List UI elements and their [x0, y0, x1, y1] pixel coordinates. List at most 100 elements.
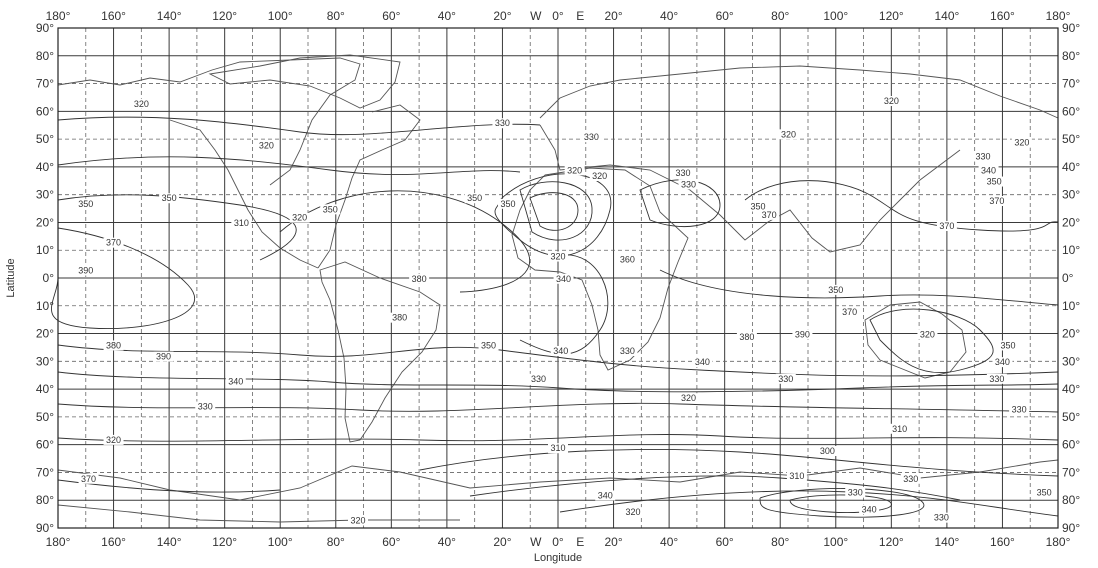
left-tick-label: 50°	[36, 132, 54, 146]
top-tick-label: 120°	[879, 9, 904, 23]
contour-label-background	[595, 490, 616, 501]
contour-label: 330	[1012, 404, 1027, 414]
contour-label: 350	[78, 199, 93, 209]
contour-label: 340	[862, 504, 877, 514]
left-tick-label: 70°	[36, 77, 54, 91]
contour-label: 350	[162, 193, 177, 203]
contour-label: 310	[789, 471, 804, 481]
bottom-tick-label: 80°	[771, 535, 789, 549]
west-hemisphere-label: W	[530, 9, 542, 23]
contour-label: 320	[259, 140, 274, 150]
contour-label-background	[736, 332, 757, 343]
top-tick-label: 140°	[157, 9, 182, 23]
coastline-antarctica-coast-lower	[57, 504, 460, 523]
bottom-tick-label: 140°	[157, 535, 182, 549]
contour-label: 350	[1037, 488, 1052, 498]
contour-label: 340	[553, 346, 568, 356]
top-tick-label: 20°	[493, 9, 511, 23]
top-tick-label: 160°	[990, 9, 1015, 23]
left-tick-label: 30°	[36, 354, 54, 368]
top-tick-label: 160°	[101, 9, 126, 23]
bottom-tick-label: 20°	[493, 535, 511, 549]
contour-label-background	[881, 96, 902, 106]
contour-label: 350	[828, 285, 843, 295]
contour-label-background	[1009, 404, 1030, 415]
left-tick-label: 80°	[36, 493, 54, 507]
left-tick-label: 90°	[36, 521, 54, 535]
contour-label-background	[589, 171, 610, 181]
contour-label: 320	[292, 213, 307, 223]
contour-label-background	[103, 340, 124, 351]
contour-line	[744, 180, 1059, 232]
contour-label-background	[153, 351, 174, 362]
contour-label: 380	[412, 274, 427, 284]
contour-label-background	[778, 129, 799, 140]
contour-line	[529, 192, 579, 231]
contour-label-background	[986, 196, 1007, 206]
contour-label-background	[553, 273, 574, 284]
contour-label: 330	[975, 152, 990, 162]
contour-label: 390	[156, 352, 171, 362]
right-tick-label: 60°	[1062, 438, 1080, 452]
contour-label-background	[103, 434, 124, 445]
contour-label-background	[931, 512, 952, 523]
contour-label: 330	[903, 474, 918, 484]
contour-line	[519, 181, 593, 241]
contour-line	[57, 344, 1059, 377]
coastline-africa	[511, 167, 689, 371]
left-tick-label: 20°	[36, 327, 54, 341]
contour-label: 320	[550, 252, 565, 262]
contour-label: 320	[134, 99, 149, 109]
contour-label-background	[775, 373, 796, 384]
left-tick-label: 20°	[36, 215, 54, 229]
right-tick-label: 50°	[1062, 132, 1080, 146]
contour-label: 350	[987, 177, 1002, 187]
contour-label-background	[748, 201, 768, 212]
top-tick-label: 120°	[212, 9, 237, 23]
left-tick-label: 40°	[36, 382, 54, 396]
contour-label-background	[231, 218, 252, 229]
contour-label-background	[348, 515, 368, 526]
contour-label: 320	[106, 435, 121, 445]
contour-line	[57, 402, 1059, 413]
contour-label-background	[548, 251, 568, 262]
contour-label: 350	[750, 202, 765, 212]
right-tick-label: 20°	[1062, 327, 1080, 341]
contour-label-background	[978, 165, 999, 176]
contour-label: 340	[695, 357, 710, 367]
contour-label: 320	[567, 165, 582, 175]
bottom-tick-label: 180°	[1046, 535, 1071, 549]
map-frame	[57, 27, 1059, 529]
top-tick-label: 140°	[934, 9, 959, 23]
left-tick-label: 70°	[36, 465, 54, 479]
contour-label: 380	[739, 332, 754, 342]
left-tick-label: 0°	[43, 271, 55, 285]
coastline-south-america	[319, 261, 441, 443]
top-tick-label: 180°	[1046, 9, 1071, 23]
right-tick-label: 80°	[1062, 493, 1080, 507]
contour-label-background	[478, 340, 499, 351]
top-tick-label: 40°	[660, 9, 678, 23]
bottom-tick-label: 140°	[934, 535, 959, 549]
contour-label-background	[678, 179, 699, 190]
contour-label-background	[825, 284, 846, 295]
right-tick-label: 70°	[1062, 77, 1080, 91]
contour-line	[57, 156, 521, 176]
contour-label: 380	[392, 313, 407, 323]
contour-label: 390	[795, 329, 810, 339]
contour-label-background	[692, 357, 713, 368]
left-tick-label: 80°	[36, 49, 54, 63]
contour-label: 350	[1000, 340, 1015, 350]
contour-label: 350	[323, 204, 338, 214]
contour-label: 330	[848, 488, 863, 498]
contour-label: 350	[500, 199, 515, 209]
right-tick-label: 60°	[1062, 104, 1080, 118]
contour-label: 330	[495, 118, 510, 128]
contour-label-background	[548, 443, 568, 454]
contour-label: 320	[625, 507, 640, 517]
contour-label: 330	[584, 132, 599, 142]
contour-label-background	[889, 423, 910, 434]
contour-label-background	[581, 132, 602, 143]
contour-label-background	[992, 357, 1013, 368]
